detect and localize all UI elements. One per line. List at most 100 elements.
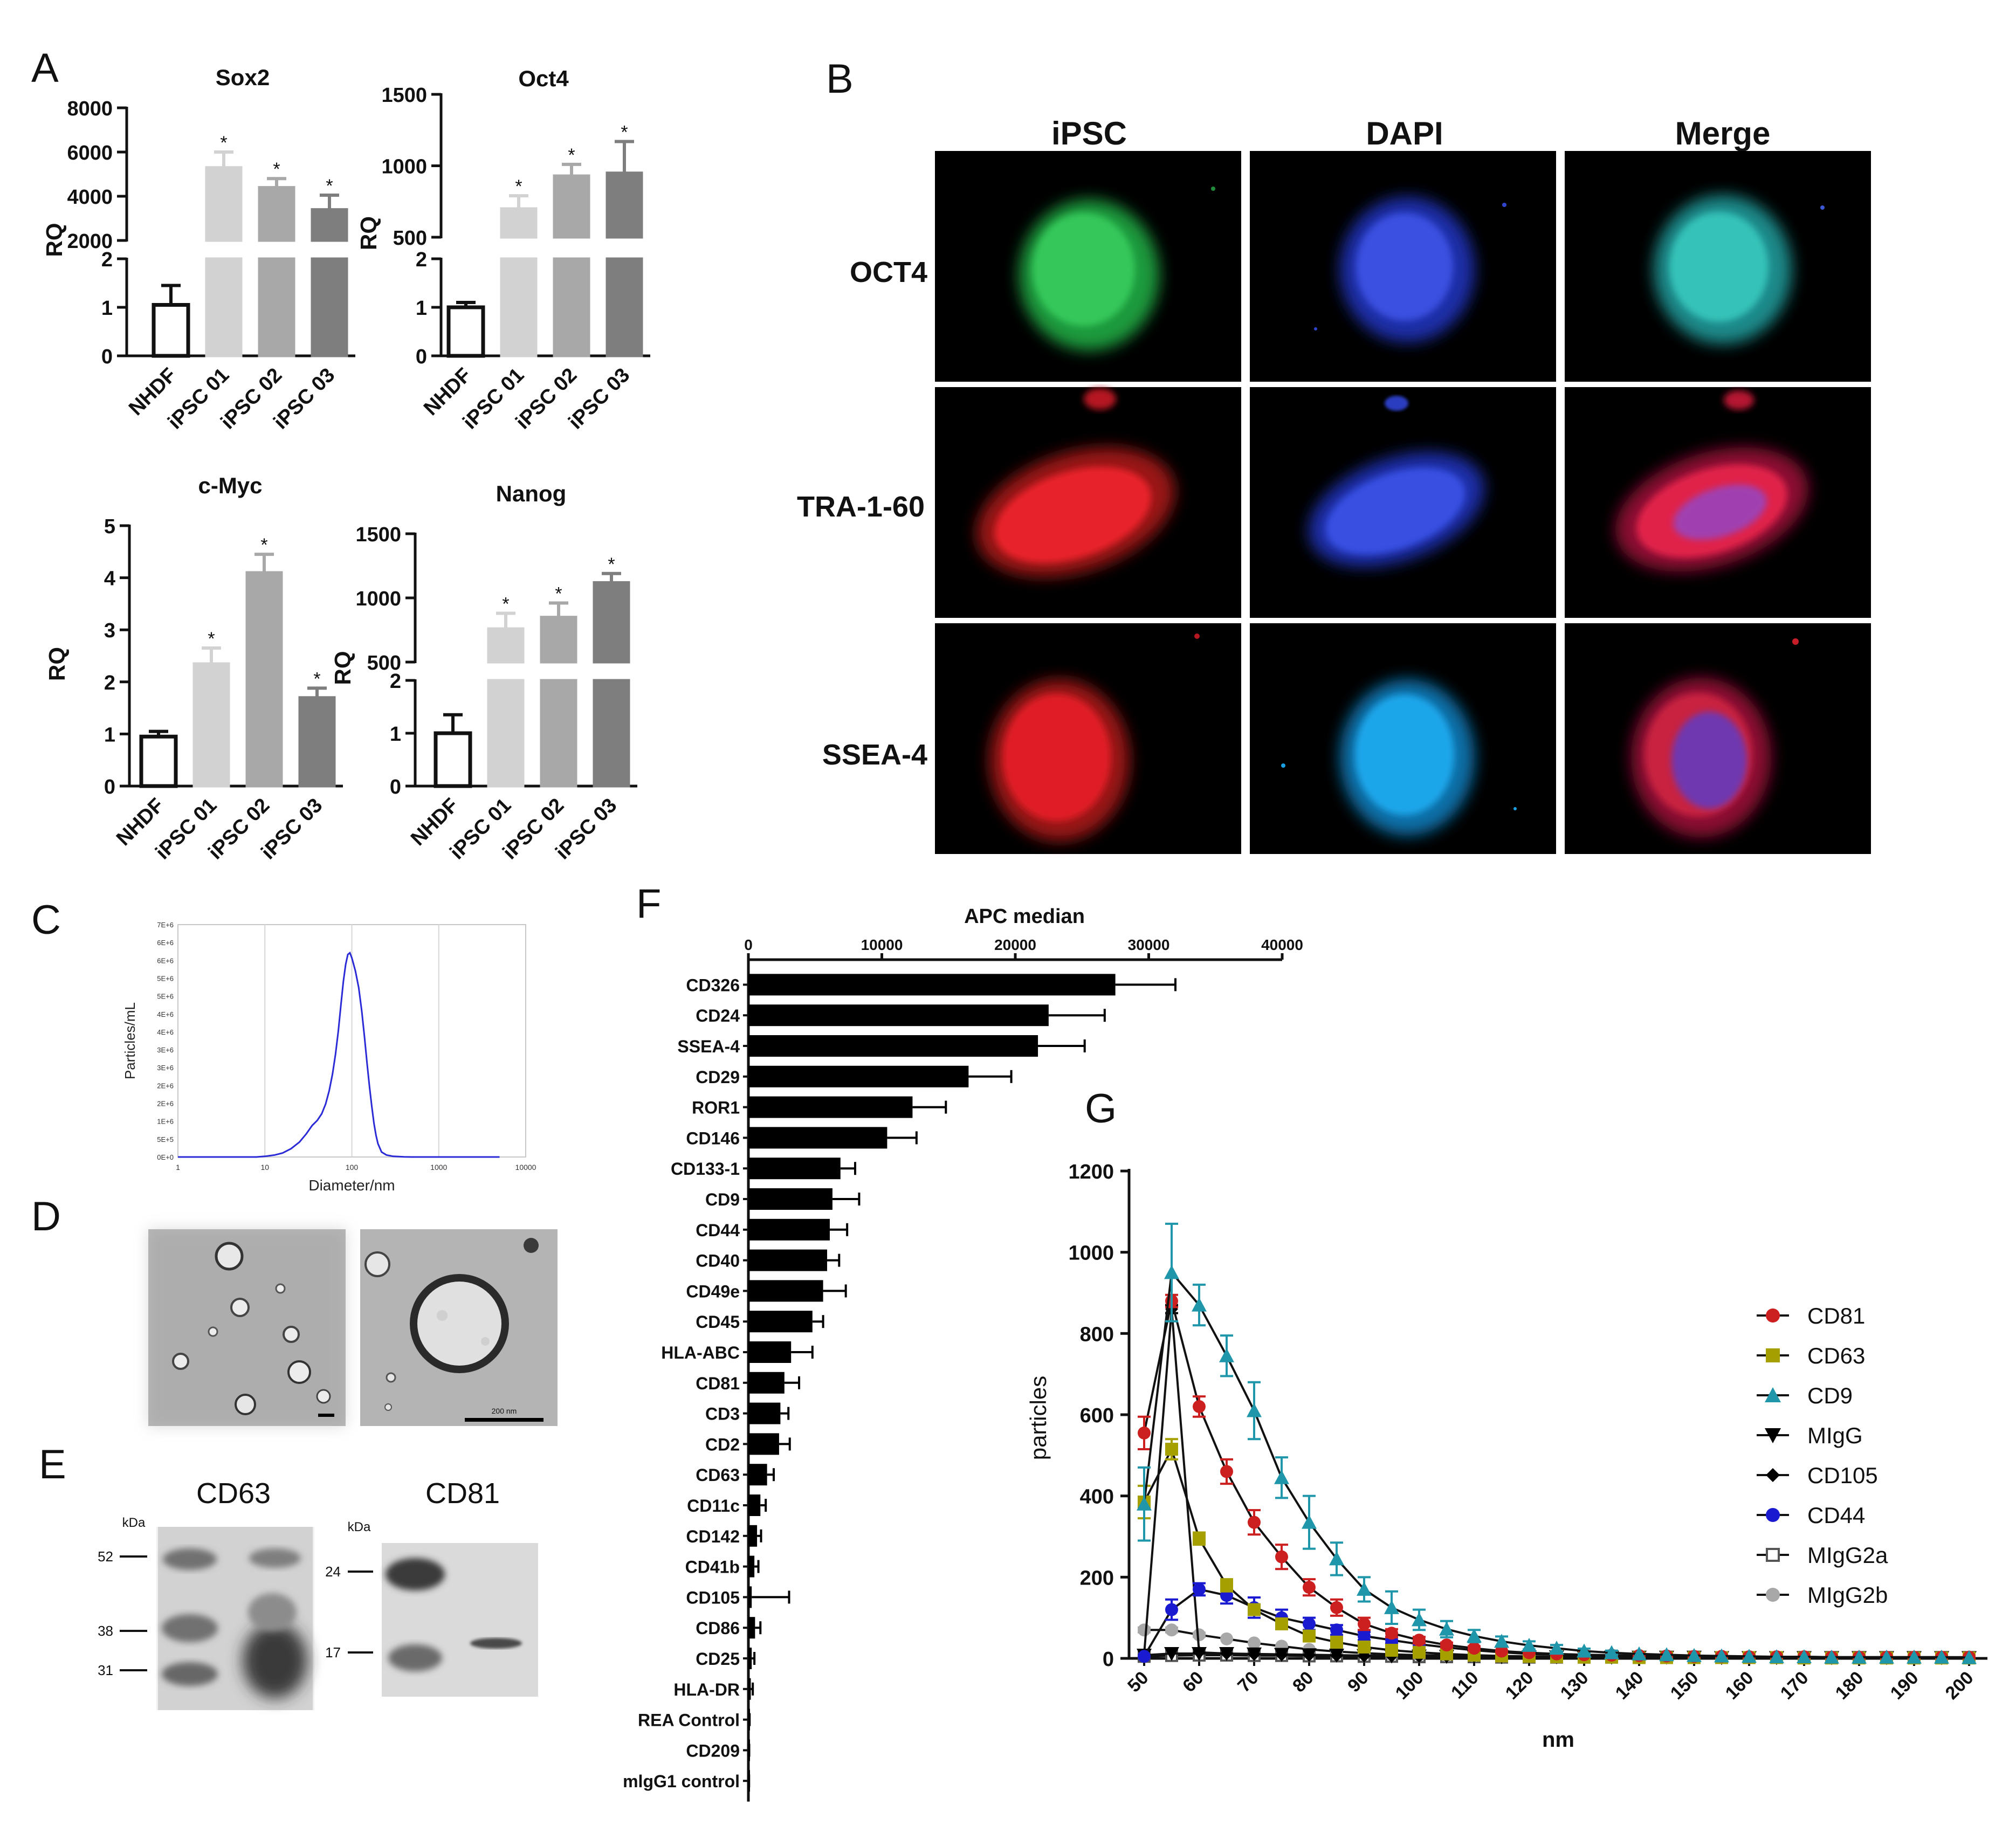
bar: [748, 1555, 755, 1578]
category-label: CD11c: [687, 1496, 740, 1516]
data-point: [1193, 1532, 1206, 1545]
x-tick-label: 110: [1447, 1668, 1483, 1703]
category-label: CD209: [686, 1741, 740, 1760]
bar: [748, 1158, 841, 1180]
significance-star: *: [273, 159, 280, 180]
y-tick-label: 2: [104, 672, 115, 694]
bar-upper: [553, 174, 590, 239]
y-axis-label: RQ: [356, 216, 381, 250]
y-tick-label: 400: [1080, 1486, 1114, 1509]
x-axis-label: nm: [1542, 1728, 1574, 1752]
x-tick-label: 0: [744, 936, 753, 953]
y-tick-label: 2E+6: [157, 1100, 174, 1108]
y-tick-label: 4: [104, 568, 115, 590]
x-tick-label: 200: [1942, 1668, 1978, 1704]
scale-bar-right: [465, 1418, 543, 1422]
category-label: CD86: [696, 1618, 740, 1638]
x-tick-label: 10: [260, 1163, 269, 1172]
kda-markers-cd81: 24 17: [325, 1564, 373, 1661]
data-point: [1220, 1647, 1233, 1660]
panel-letter-b: B: [826, 56, 854, 102]
significance-star: *: [260, 535, 267, 555]
bar: [748, 1218, 830, 1241]
data-point: [1577, 1643, 1592, 1658]
category-label: CD44: [696, 1221, 740, 1240]
data-point: [1329, 1551, 1344, 1566]
row-label-ssea-4: SSEA-4: [822, 739, 927, 771]
data-point: [1632, 1646, 1647, 1661]
image-ssea-4-merge: [1565, 623, 1871, 854]
y-tick-label: 500: [393, 227, 427, 250]
panel-b-immunofluorescence: iPSC DAPI Merge OCT4 TRA-1-60 SSEA-4: [797, 115, 1871, 854]
x-tick-label: 170: [1777, 1668, 1813, 1704]
y-tick-label: 2: [101, 249, 113, 271]
panel-letter-a: A: [31, 45, 59, 91]
data-point: [1193, 1582, 1206, 1596]
x-tick-label: 90: [1344, 1668, 1373, 1697]
bar: [748, 1402, 781, 1424]
category-label: CD29: [696, 1067, 740, 1087]
data-point: [1907, 1649, 1922, 1664]
y-tick-label: 800: [1080, 1323, 1114, 1346]
data-point: [1330, 1649, 1343, 1662]
y-tick-label: 200: [1080, 1567, 1114, 1589]
data-point: [1248, 1516, 1261, 1529]
data-point: [1357, 1581, 1372, 1596]
x-tick-label: 80: [1289, 1668, 1318, 1697]
panel-letter-f: F: [636, 881, 661, 927]
data-point: [1385, 1643, 1398, 1657]
category-label: CD142: [686, 1527, 740, 1546]
data-point: [1220, 1579, 1233, 1592]
bar: [748, 1648, 752, 1669]
data-point: [1164, 1265, 1179, 1279]
x-tick-label: 100: [1392, 1668, 1428, 1704]
col-label-dapi: DAPI: [1366, 115, 1443, 151]
category-label: SSEA-4: [677, 1037, 740, 1056]
panel-letter-d: D: [31, 1194, 61, 1239]
x-tick-label: 130: [1557, 1668, 1593, 1704]
bar-lower: [540, 679, 577, 788]
bar: [748, 1494, 761, 1516]
panel-e-western-blots: CD63 CD81 kDa kDa 52 38 31: [98, 1477, 538, 1710]
bar-upper: [487, 627, 525, 664]
data-point: [1385, 1627, 1398, 1640]
bar-lower: [606, 257, 643, 357]
bar-upper: [606, 171, 643, 239]
data-point: [1440, 1638, 1453, 1652]
blot-unit-cd63: kDa: [122, 1516, 146, 1530]
y-tick-label: 5E+5: [157, 1135, 174, 1144]
x-tick-label: 190: [1887, 1668, 1923, 1704]
bar: [748, 1678, 751, 1700]
data-point: [1687, 1648, 1702, 1662]
y-tick-label: 5E+6: [157, 993, 174, 1001]
y-axis-label: RQ: [44, 647, 70, 681]
data-point: [1248, 1648, 1261, 1661]
data-point: [1494, 1634, 1509, 1648]
y-tick-label: 6000: [67, 142, 113, 164]
category-label: CD63: [696, 1465, 740, 1485]
data-point: [1138, 1650, 1151, 1663]
panel-g-particle-size-chart: 0 200 400 600 800 1000 1200 50 60 70 80 90 100 110 120…: [1026, 1161, 1987, 1752]
significance-star: *: [515, 176, 522, 197]
row-label-oct4: OCT4: [850, 256, 927, 288]
y-axis-label: particles: [1026, 1376, 1051, 1460]
legend-label: MIgG2a: [1807, 1542, 1888, 1568]
legend: CD81 CD63 CD9 MIgG CD105 CD44 MIgG2a MIgG2b: [1757, 1303, 1888, 1608]
data-point: [1248, 1636, 1261, 1650]
bar: [748, 1464, 767, 1486]
y-tick-label: 3E+6: [157, 1064, 174, 1072]
tem-image-right: 200 nm: [360, 1229, 558, 1426]
image-oct4-ipsc: [935, 151, 1241, 382]
marker-label-52: 52: [98, 1548, 113, 1565]
bar: [748, 1617, 755, 1639]
data-point: [1248, 1603, 1261, 1616]
bar: [152, 303, 190, 358]
data-point: [1824, 1649, 1839, 1664]
data-point: [1879, 1649, 1894, 1664]
data-point: [1439, 1621, 1454, 1636]
marker-label-17: 17: [325, 1644, 341, 1661]
data-point: [1219, 1348, 1234, 1362]
